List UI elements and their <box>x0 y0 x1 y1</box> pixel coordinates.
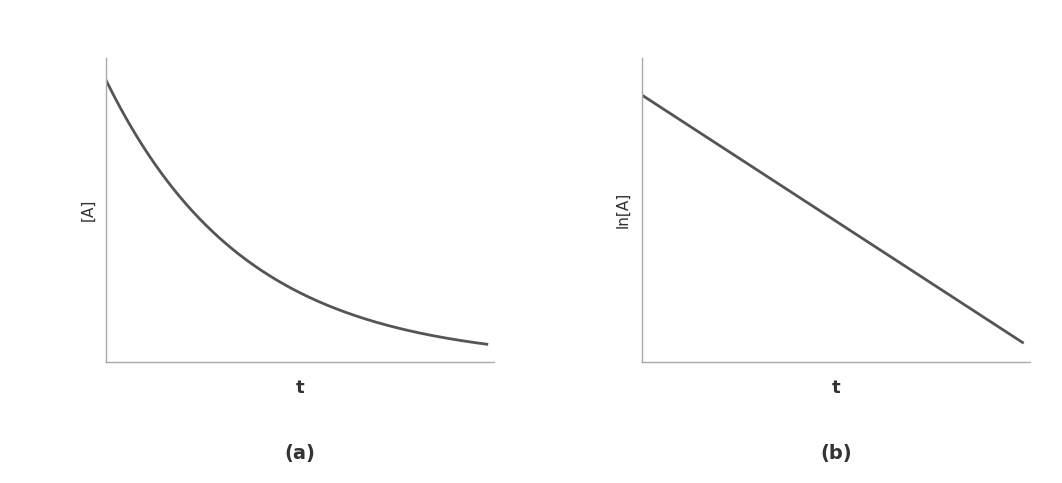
Y-axis label: ln[A]: ln[A] <box>616 192 631 228</box>
Text: (a): (a) <box>285 444 315 463</box>
Text: (b): (b) <box>820 444 852 463</box>
X-axis label: t: t <box>832 379 840 397</box>
X-axis label: t: t <box>296 379 305 397</box>
Y-axis label: [A]: [A] <box>80 199 96 221</box>
